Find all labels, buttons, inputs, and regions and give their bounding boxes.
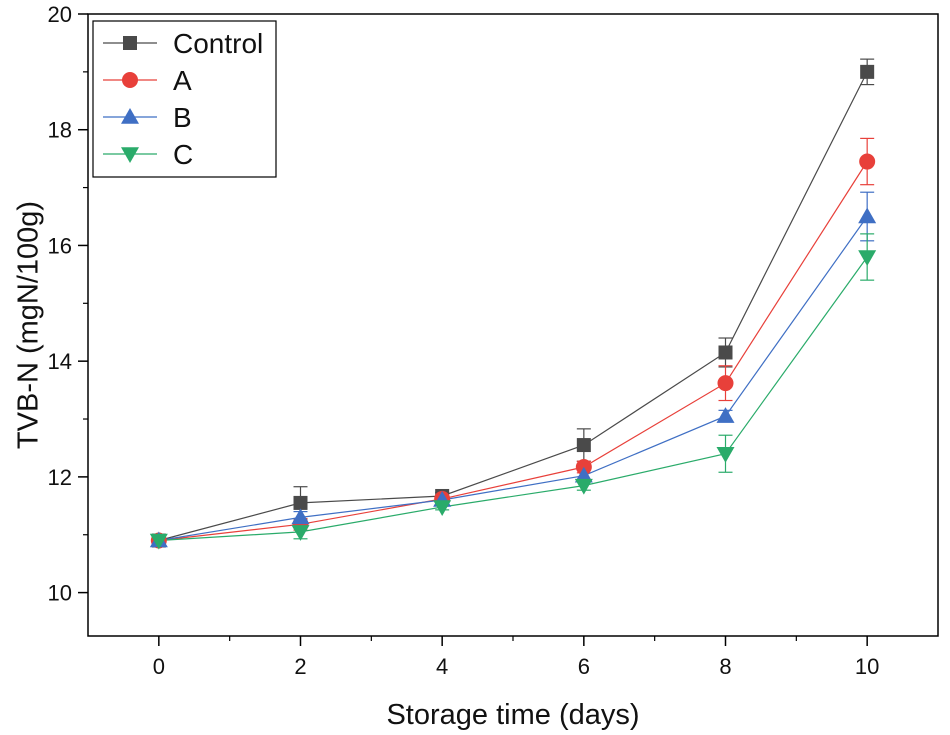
series-line-control — [158, 71, 868, 542]
y-axis-title: TVB-N (mgN/100g) — [13, 201, 45, 449]
data-point-a — [717, 375, 734, 392]
y-tick-label: 14 — [48, 349, 72, 374]
series-line-b — [158, 216, 868, 542]
data-point-b — [291, 508, 310, 525]
legend-marker-c — [121, 147, 139, 163]
x-tick-label: 2 — [294, 654, 306, 679]
legend-marker-b — [121, 108, 139, 124]
legend-marker-a — [122, 72, 138, 88]
data-point-c — [291, 525, 310, 541]
data-point-b — [574, 466, 593, 483]
x-tick-label: 0 — [153, 654, 165, 679]
data-point-c — [574, 478, 593, 495]
data-point-c — [433, 500, 452, 516]
series-markers — [149, 64, 877, 550]
legend-marker-control — [123, 36, 137, 50]
y-tick-label: 12 — [48, 465, 72, 490]
data-point-control — [860, 64, 875, 79]
x-tick-label: 4 — [436, 654, 448, 679]
series-line-c — [158, 256, 868, 542]
y-tick-label: 20 — [48, 2, 72, 27]
data-point-control — [576, 438, 591, 453]
legend-label-c: C — [173, 139, 193, 170]
data-point-b — [858, 207, 877, 224]
y-tick-label: 18 — [48, 118, 72, 143]
y-tick-label: 10 — [48, 581, 72, 606]
x-tick-label: 8 — [719, 654, 731, 679]
series-lines — [158, 71, 868, 542]
data-point-a — [859, 153, 876, 170]
legend-label-control: Control — [173, 28, 263, 59]
y-tick-label: 16 — [48, 233, 72, 258]
legend-label-b: B — [173, 102, 192, 133]
legend: Control ABC — [92, 20, 277, 178]
x-axis-title: Storage time (days) — [386, 699, 639, 731]
series-line-a — [158, 161, 868, 542]
data-point-b — [716, 407, 735, 423]
legend-label-a: A — [173, 65, 192, 96]
x-tick-label: 10 — [855, 654, 879, 679]
data-point-c — [149, 533, 168, 550]
data-point-control — [293, 495, 308, 510]
y-axis-ticks: 10 12 14 16 18 20 — [48, 2, 88, 606]
x-tick-label: 6 — [578, 654, 590, 679]
data-point-c — [716, 446, 735, 463]
data-point-c — [858, 250, 877, 267]
data-point-control — [718, 345, 733, 360]
x-axis-ticks: 0 2 4 6 8 10 — [153, 636, 879, 679]
